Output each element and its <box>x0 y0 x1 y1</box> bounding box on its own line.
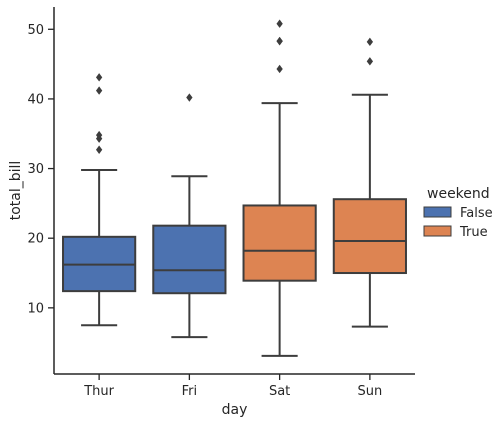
x-axis-label: day <box>222 402 248 418</box>
x-tick-label: Sat <box>269 384 290 399</box>
box-iqr-rect <box>332 198 407 275</box>
legend-swatch-false <box>423 206 452 218</box>
box-iqr-rect <box>152 224 227 295</box>
legend-label-true: True <box>459 225 488 240</box>
outlier-point <box>95 130 103 140</box>
plot-area <box>62 19 407 357</box>
outlier-point <box>186 93 193 102</box>
y-tick-label: 20 <box>27 232 44 247</box>
outlier-point <box>366 57 374 66</box>
legend-label-false: False <box>460 206 493 221</box>
box-sat <box>242 19 317 357</box>
outlier-point <box>95 145 103 154</box>
outlier-point <box>276 64 283 74</box>
y-axis-label: total_bill <box>8 161 24 221</box>
outlier-point <box>95 73 103 82</box>
y-tick-label: 50 <box>27 23 44 38</box>
outlier-point <box>276 19 283 28</box>
box-thur <box>62 73 137 327</box>
y-tick-label: 30 <box>27 162 44 177</box>
box-sun <box>332 37 407 328</box>
box-iqr-rect <box>242 204 317 282</box>
axes: 10 20 30 40 50 Thur Fri Sat Sun day total_bill <box>8 7 415 418</box>
outlier-point <box>366 37 374 47</box>
x-tick-label: Thur <box>83 384 114 399</box>
y-tick-label: 40 <box>27 92 44 107</box>
outlier-point <box>95 86 103 95</box>
outlier-point <box>276 36 283 46</box>
x-tick-label: Fri <box>182 384 198 399</box>
box-fri <box>152 93 227 339</box>
legend-swatch-true <box>423 225 452 237</box>
y-tick-label: 10 <box>27 301 44 316</box>
legend: weekend False True <box>423 186 493 240</box>
x-tick-label: Sun <box>358 384 383 399</box>
legend-title: weekend <box>427 186 490 202</box>
